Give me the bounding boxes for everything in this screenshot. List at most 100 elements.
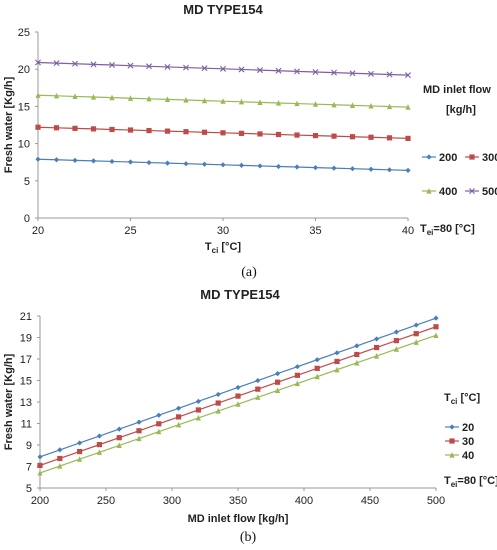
data-point bbox=[37, 462, 43, 469]
data-point bbox=[57, 455, 63, 462]
data-point bbox=[109, 158, 115, 165]
y-tick-label: 17 bbox=[20, 354, 32, 366]
legend-label: 20 bbox=[462, 422, 474, 434]
data-point bbox=[294, 364, 300, 370]
data-point bbox=[235, 401, 241, 407]
data-point bbox=[201, 97, 208, 104]
data-point bbox=[405, 104, 411, 110]
data-point bbox=[257, 99, 263, 105]
y-tick-label: 11 bbox=[21, 419, 32, 431]
data-point bbox=[35, 92, 41, 98]
chart-title: MD TYPE154 bbox=[183, 2, 263, 17]
y-axis-label: Fresh water [Kg/h] bbox=[3, 76, 15, 173]
figure-caption: (a) bbox=[241, 265, 257, 280]
data-point bbox=[368, 70, 374, 77]
legend-title: MD inlet flow bbox=[423, 84, 491, 96]
figure-caption: (b) bbox=[240, 530, 257, 545]
x-tick-label: 400 bbox=[295, 495, 313, 507]
x-tick-label: 450 bbox=[361, 495, 379, 507]
data-point bbox=[195, 398, 201, 404]
data-point bbox=[220, 65, 226, 72]
data-point bbox=[146, 63, 152, 70]
legend-marker bbox=[469, 154, 475, 160]
data-point bbox=[116, 426, 122, 432]
x-tick-label: 35 bbox=[309, 225, 321, 237]
data-point bbox=[53, 60, 60, 67]
legend-marker bbox=[426, 154, 432, 160]
data-point bbox=[90, 94, 97, 100]
y-tick-label: 7 bbox=[26, 462, 32, 474]
data-point bbox=[294, 164, 300, 170]
y-tick-label: 13 bbox=[20, 397, 32, 409]
legend-marker bbox=[449, 452, 455, 458]
y-tick-label: 5 bbox=[24, 176, 30, 188]
data-point bbox=[53, 92, 60, 99]
annotation-tei: Tei=80 [°C] bbox=[420, 223, 475, 237]
data-point bbox=[176, 414, 182, 420]
data-point bbox=[386, 71, 393, 78]
data-point bbox=[349, 134, 356, 140]
series-200 bbox=[35, 156, 411, 173]
x-tick-label: 350 bbox=[229, 495, 247, 507]
legend-item: 30 bbox=[445, 436, 474, 448]
data-point bbox=[57, 463, 63, 469]
legend-marker bbox=[469, 188, 475, 194]
legend-marker bbox=[426, 188, 432, 194]
data-point bbox=[255, 386, 261, 392]
data-point bbox=[127, 127, 134, 133]
data-point bbox=[136, 435, 142, 442]
x-tick-label: 200 bbox=[31, 495, 49, 507]
series-400 bbox=[35, 92, 411, 110]
data-point bbox=[386, 135, 393, 141]
data-point bbox=[386, 167, 393, 173]
data-point bbox=[201, 161, 208, 167]
data-point bbox=[334, 366, 340, 373]
data-point bbox=[127, 62, 134, 69]
data-point bbox=[312, 133, 319, 139]
data-point bbox=[156, 412, 162, 418]
data-point bbox=[349, 102, 356, 108]
legend-item: 300 bbox=[465, 152, 497, 164]
chart-2: MD TYPE154 200 250 300 350 400 450 500 5 7 9 11 13 15… bbox=[3, 287, 497, 545]
data-point bbox=[176, 405, 182, 411]
x-tick-label: 25 bbox=[124, 225, 136, 237]
chart-title: MD TYPE154 bbox=[200, 287, 280, 302]
data-point bbox=[72, 93, 78, 100]
data-point bbox=[195, 407, 201, 413]
data-point bbox=[195, 414, 201, 421]
data-point bbox=[275, 67, 282, 74]
data-point bbox=[334, 350, 340, 356]
data-point bbox=[164, 63, 171, 70]
data-point bbox=[176, 421, 182, 428]
x-tick-label: 300 bbox=[163, 495, 181, 507]
data-point bbox=[146, 127, 152, 134]
y-tick-label: 9 bbox=[26, 440, 32, 452]
data-point bbox=[294, 132, 300, 138]
data-point bbox=[368, 166, 374, 172]
y-tick-label: 0 bbox=[24, 213, 30, 225]
data-point bbox=[183, 129, 189, 135]
data-point bbox=[331, 69, 337, 76]
y-tick-label: 15 bbox=[18, 101, 30, 113]
data-point bbox=[314, 373, 320, 380]
legend-marker bbox=[449, 424, 455, 430]
annotation-tei: Tei=80 [°C] bbox=[444, 475, 497, 489]
data-point bbox=[220, 130, 226, 136]
data-point bbox=[334, 358, 340, 365]
data-point bbox=[405, 72, 411, 79]
data-point bbox=[275, 99, 282, 106]
data-point bbox=[275, 163, 282, 170]
data-point bbox=[238, 98, 245, 105]
data-point bbox=[433, 315, 439, 321]
x-axis-label: Tci [°C] bbox=[205, 241, 241, 255]
y-tick-label: 21 bbox=[20, 311, 32, 323]
data-point bbox=[136, 419, 142, 425]
data-point bbox=[53, 125, 60, 131]
data-point bbox=[405, 167, 411, 173]
data-point bbox=[368, 102, 374, 109]
data-point bbox=[312, 164, 319, 171]
data-point bbox=[349, 70, 356, 77]
data-point bbox=[275, 379, 281, 385]
data-point bbox=[127, 159, 134, 165]
